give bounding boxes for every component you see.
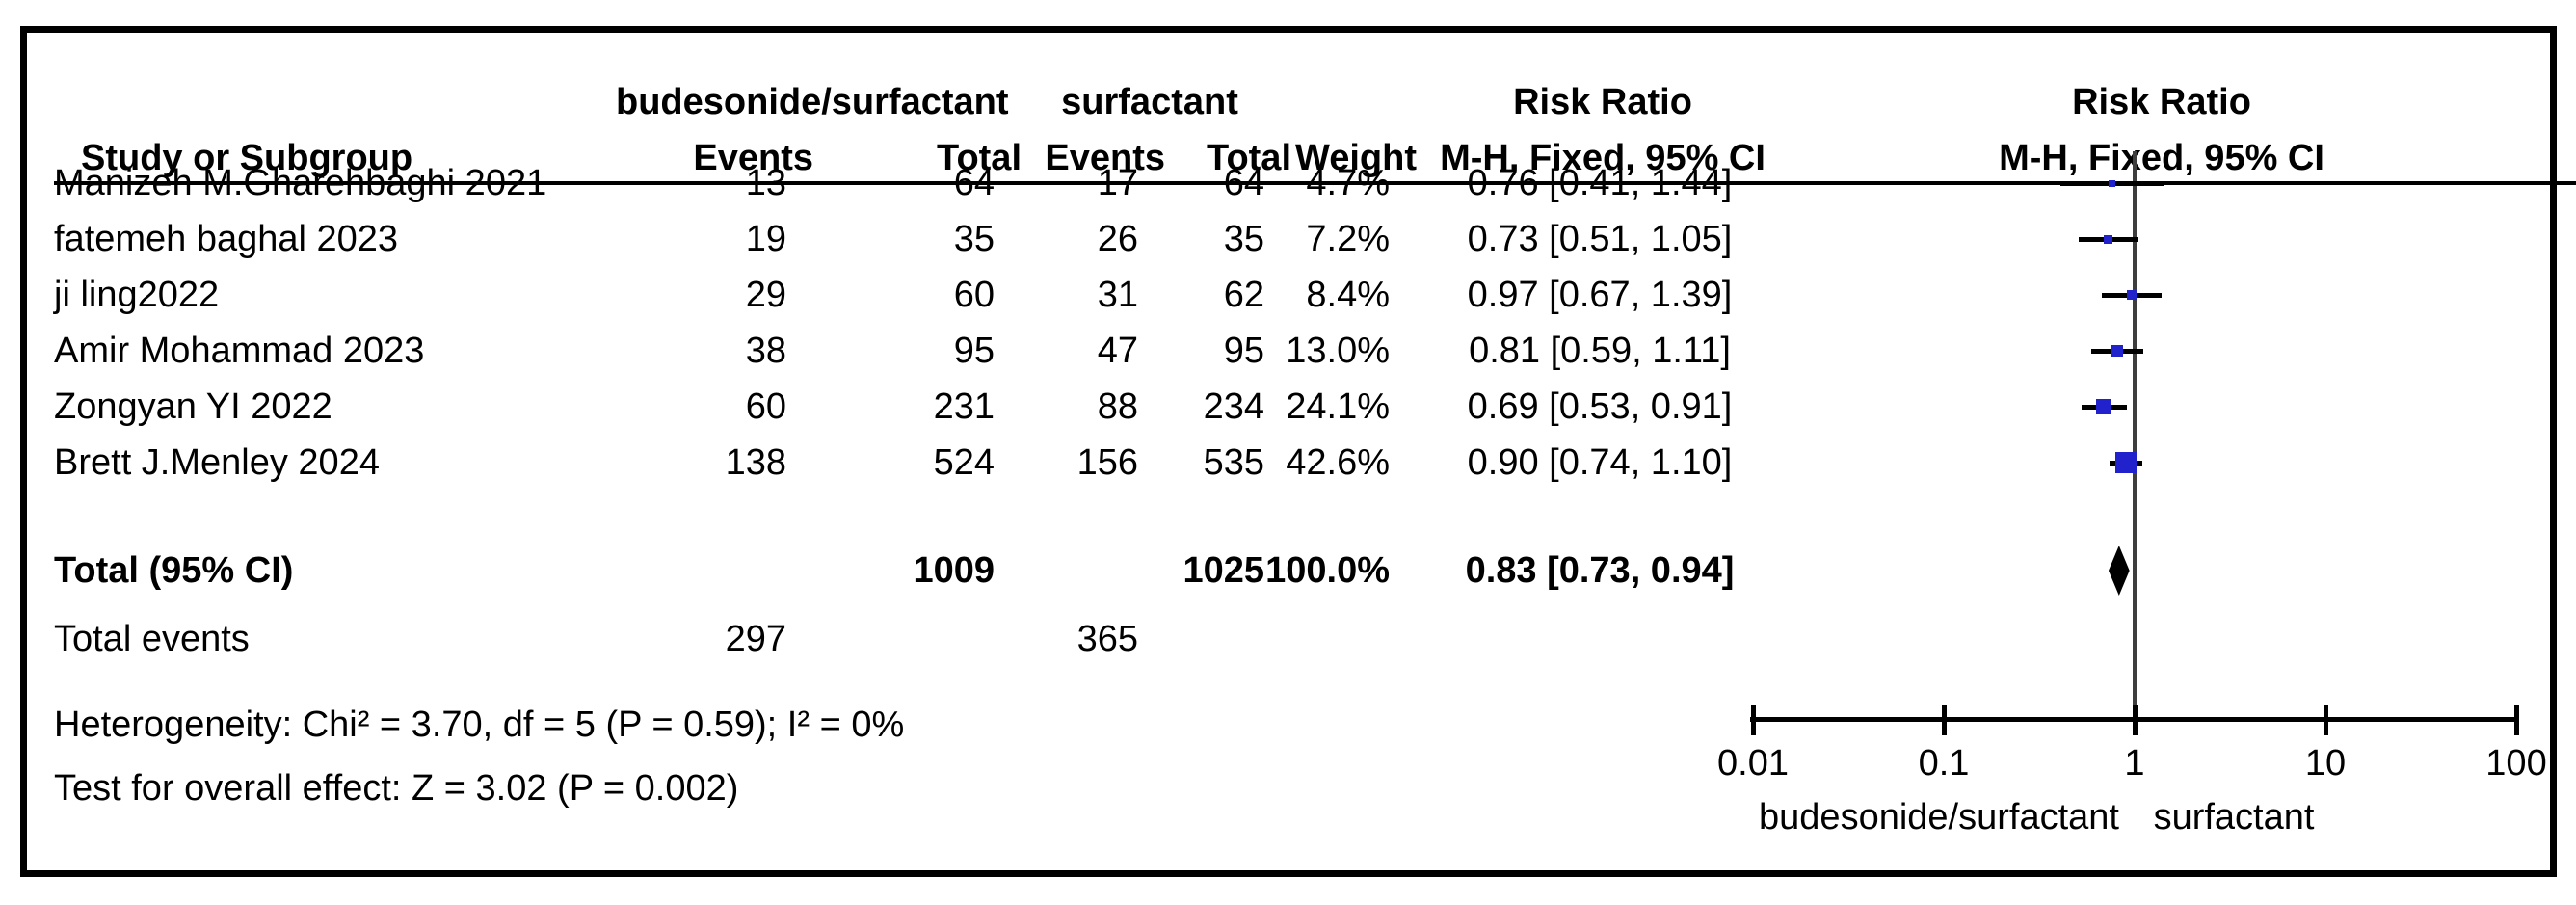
axis-left-treatment-label: budesonide/surfactant — [1759, 797, 2119, 838]
ci-text-cell: 0.90 [0.74, 1.10] — [1467, 442, 1733, 483]
events2-cell: 156 — [1076, 442, 1138, 483]
events2-column-header: Events — [1045, 138, 1165, 178]
study-name: Brett J.Menley 2024 — [54, 442, 380, 483]
ci-text-cell: 0.73 [0.51, 1.05] — [1467, 219, 1733, 259]
study-name: ji ling2022 — [54, 275, 220, 315]
events2-cell: 47 — [1097, 331, 1138, 371]
weight-cell: 7.2% — [1306, 219, 1390, 259]
total2-cell: 234 — [1203, 386, 1264, 427]
study-name: Amir Mohammad 2023 — [54, 331, 425, 371]
total-row-weight: 100.0% — [1265, 550, 1390, 591]
x-axis-tick — [2324, 705, 2328, 735]
events2-cell: 26 — [1097, 219, 1138, 259]
x-axis-tick — [1942, 705, 1947, 735]
x-axis-tick-label: 0.1 — [1918, 743, 1970, 784]
weight-cell: 8.4% — [1306, 275, 1390, 315]
effect-square-marker — [2127, 290, 2138, 300]
total1-cell: 231 — [933, 386, 995, 427]
risk-ratio-text-header: Risk Ratio — [1513, 82, 1692, 122]
group1-header: budesonide/surfactant — [616, 82, 1009, 122]
effect-square-marker — [2108, 179, 2115, 187]
risk-ratio-plot-header: Risk Ratio — [2072, 82, 2251, 122]
x-axis-tick-label: 100 — [2485, 743, 2547, 784]
x-axis-tick-label: 10 — [2304, 743, 2347, 784]
method-text-header: M-H, Fixed, 95% CI — [1440, 138, 1766, 178]
events2-cell: 31 — [1097, 275, 1138, 315]
ci-text-cell: 0.76 [0.41, 1.44] — [1467, 163, 1733, 203]
header-separator-line — [54, 181, 2576, 185]
group2-header: surfactant — [1061, 82, 1238, 122]
total2-column-header: Total — [1207, 138, 1291, 178]
x-axis-tick — [2514, 705, 2519, 735]
total2-cell: 535 — [1203, 442, 1264, 483]
pooled-effect-diamond — [2108, 546, 2130, 596]
total-row-ci-text: 0.83 [0.73, 0.94] — [1465, 550, 1735, 591]
ci-text-cell: 0.97 [0.67, 1.39] — [1467, 275, 1733, 315]
total1-cell: 524 — [933, 442, 995, 483]
x-axis-tick-label: 1 — [2124, 743, 2145, 784]
total2-cell: 35 — [1223, 219, 1264, 259]
events1-column-header: Events — [693, 138, 813, 178]
weight-cell: 24.1% — [1286, 386, 1390, 427]
study-column-header: Study or Subgroup — [81, 138, 413, 178]
ci-text-cell: 0.69 [0.53, 0.91] — [1467, 386, 1733, 427]
total-events-label: Total events — [54, 619, 250, 659]
events2-cell: 17 — [1097, 163, 1138, 203]
no-effect-line — [2133, 151, 2137, 722]
ci-text-cell: 0.81 [0.59, 1.11] — [1469, 331, 1731, 371]
heterogeneity-text: Heterogeneity: Chi² = 3.70, df = 5 (P = … — [54, 705, 905, 745]
x-axis-tick — [2133, 705, 2138, 735]
total1-cell: 35 — [953, 219, 995, 259]
total1-cell: 64 — [953, 163, 995, 203]
total-events-group1: 297 — [725, 619, 786, 659]
x-axis-tick-label: 0.01 — [1717, 743, 1789, 784]
effect-square-marker — [2114, 452, 2137, 473]
total2-cell: 95 — [1223, 331, 1264, 371]
total1-cell: 95 — [953, 331, 995, 371]
total1-column-header: Total — [937, 138, 1022, 178]
events1-cell: 60 — [745, 386, 786, 427]
weight-cell: 42.6% — [1286, 442, 1390, 483]
study-name: Manizeh M.Gharehbaghi 2021 — [54, 163, 547, 203]
events1-cell: 38 — [745, 331, 786, 371]
effect-square-marker — [2111, 345, 2123, 357]
x-axis-tick — [1751, 705, 1756, 735]
total-row-total1: 1009 — [913, 550, 995, 591]
total-events-group2: 365 — [1076, 619, 1138, 659]
weight-column-header: Weight — [1295, 138, 1417, 178]
axis-right-treatment-label: surfactant — [2153, 797, 2315, 838]
weight-cell: 13.0% — [1286, 331, 1390, 371]
events1-cell: 138 — [725, 442, 786, 483]
study-name: Zongyan YI 2022 — [54, 386, 332, 427]
total2-cell: 62 — [1223, 275, 1264, 315]
total-row-total2: 1025 — [1182, 550, 1264, 591]
effect-square-marker — [2104, 234, 2113, 244]
weight-cell: 4.7% — [1306, 163, 1390, 203]
events1-cell: 19 — [745, 219, 786, 259]
method-plot-header: M-H, Fixed, 95% CI — [1999, 138, 2324, 178]
total1-cell: 60 — [953, 275, 995, 315]
study-name: fatemeh baghal 2023 — [54, 219, 399, 259]
effect-square-marker — [2096, 399, 2112, 414]
total2-cell: 64 — [1223, 163, 1264, 203]
events1-cell: 29 — [745, 275, 786, 315]
overall-effect-text: Test for overall effect: Z = 3.02 (P = 0… — [54, 768, 739, 809]
total-row-label: Total (95% CI) — [54, 550, 294, 591]
events2-cell: 88 — [1097, 386, 1138, 427]
events1-cell: 13 — [745, 163, 786, 203]
